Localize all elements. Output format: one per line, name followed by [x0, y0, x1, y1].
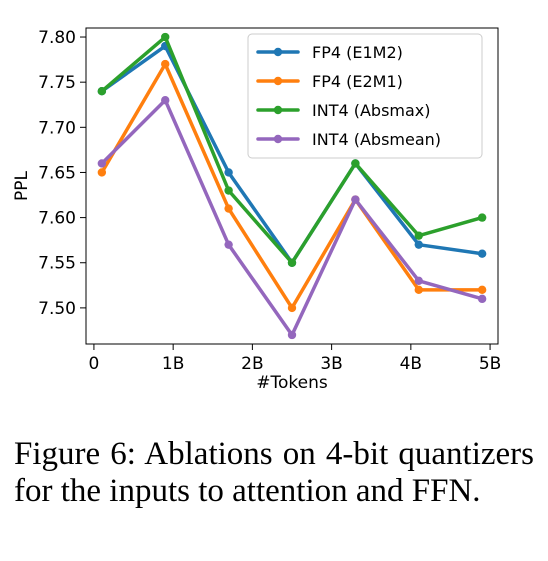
data-point — [414, 240, 423, 249]
x-tick-label: 4B — [400, 354, 422, 374]
data-point — [351, 159, 360, 168]
x-tick-label: 1B — [162, 354, 184, 374]
figure-caption: Figure 6: Ablations on 4-bit quantizers … — [14, 436, 534, 509]
legend-entry: FP4 (E1M2) — [256, 43, 403, 62]
y-tick-label: 7.60 — [38, 209, 76, 229]
series-layer — [97, 32, 487, 340]
data-point — [287, 303, 297, 313]
y-tick-label: 7.65 — [38, 163, 76, 183]
legend-label: FP4 (E2M1) — [312, 72, 403, 91]
data-point — [477, 285, 487, 295]
legend-label: INT4 (Absmax) — [312, 101, 431, 120]
y-tick-label: 7.70 — [38, 118, 76, 138]
data-point — [97, 87, 107, 96]
data-point — [224, 186, 233, 195]
legend-marker — [273, 76, 283, 86]
y-tick-label: 7.55 — [38, 254, 76, 274]
data-point — [351, 195, 360, 204]
legend-entry: FP4 (E2M1) — [256, 72, 403, 91]
legend-entry: INT4 (Absmean) — [256, 130, 441, 149]
legend-marker — [273, 47, 283, 57]
x-tick-label: 3B — [320, 354, 342, 374]
data-point — [97, 168, 107, 177]
data-point — [414, 285, 423, 295]
x-tick-label: 2B — [241, 354, 263, 374]
data-point — [224, 204, 233, 213]
y-tick-label: 7.75 — [38, 73, 76, 93]
line-chart: 0 1B 2B 3B 4B 5B 7.50 7.55 7.60 7.65 7.70 7.75 7.80… — [12, 27, 501, 393]
x-tick-label: 0 — [89, 354, 100, 374]
data-point — [224, 240, 233, 249]
series-3 — [97, 96, 487, 340]
legend: FP4 (E1M2) FP4 (E2M1) INT4 (Absmax) INT4 (A… — [247, 33, 483, 159]
x-tick-label: 5B — [479, 354, 501, 374]
y-tick-label: 7.80 — [38, 28, 76, 48]
data-point — [414, 276, 423, 285]
y-axis-ticks: 7.50 7.55 7.60 7.65 7.70 7.75 7.80 — [38, 28, 86, 319]
series-2 — [97, 32, 487, 267]
legend-box — [247, 33, 483, 159]
x-axis-ticks: 0 1B 2B 3B 4B 5B — [89, 344, 501, 374]
data-point — [477, 249, 487, 258]
legend-label: INT4 (Absmean) — [312, 130, 441, 149]
data-point — [161, 96, 170, 105]
legend-marker — [273, 134, 283, 144]
data-point — [287, 258, 297, 267]
data-point — [161, 32, 170, 42]
data-point — [414, 231, 423, 240]
data-point — [287, 330, 297, 340]
plot-frame — [85, 27, 499, 345]
y-axis-label: PPL — [12, 170, 32, 201]
x-axis-label: #Tokens — [256, 373, 328, 393]
legend-marker — [273, 105, 283, 115]
data-point — [161, 59, 170, 69]
y-tick-label: 7.50 — [38, 299, 76, 319]
legend-label: FP4 (E1M2) — [312, 43, 403, 62]
data-point — [477, 213, 487, 222]
data-point — [477, 294, 487, 304]
data-point — [224, 168, 233, 177]
legend-entry: INT4 (Absmax) — [256, 101, 431, 120]
data-point — [97, 159, 107, 168]
